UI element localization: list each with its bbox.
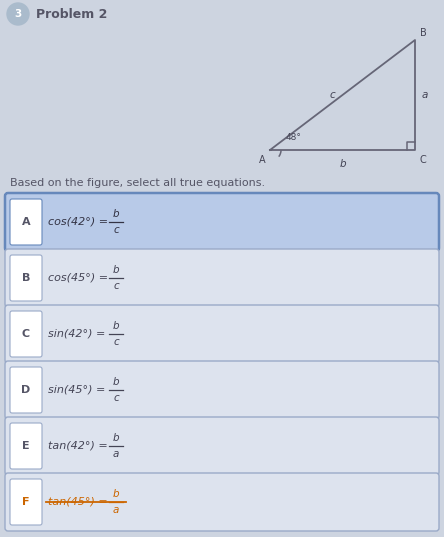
Text: c: c [329,90,335,100]
FancyBboxPatch shape [10,423,42,469]
Text: b: b [113,489,119,499]
Text: F: F [22,497,30,507]
Text: c: c [113,281,119,291]
Text: E: E [22,441,30,451]
Text: C: C [22,329,30,339]
Text: 3: 3 [14,9,22,19]
Text: D: D [21,385,31,395]
Text: B: B [420,28,426,38]
FancyBboxPatch shape [5,249,439,307]
Circle shape [7,3,29,25]
FancyBboxPatch shape [5,473,439,531]
Text: b: b [339,159,346,169]
Text: sin(45°) =: sin(45°) = [48,385,109,395]
Text: b: b [113,433,119,443]
Text: a: a [113,449,119,459]
FancyBboxPatch shape [10,479,42,525]
Text: tan(42°) =: tan(42°) = [48,441,111,451]
Text: a: a [113,505,119,515]
Text: sin(42°) =: sin(42°) = [48,329,109,339]
Text: Problem 2: Problem 2 [36,8,107,20]
Text: 48°: 48° [286,133,302,142]
FancyBboxPatch shape [10,367,42,413]
Text: c: c [113,393,119,403]
FancyBboxPatch shape [10,255,42,301]
Text: tan(45°) =: tan(45°) = [48,497,111,507]
Text: A: A [22,217,30,227]
Text: cos(45°) =: cos(45°) = [48,273,111,283]
Text: C: C [420,155,426,165]
Text: b: b [113,377,119,387]
FancyBboxPatch shape [5,417,439,475]
Text: c: c [113,225,119,235]
Text: b: b [113,265,119,275]
Text: cos(42°) =: cos(42°) = [48,217,111,227]
Text: a: a [422,90,428,100]
Text: A: A [259,155,266,165]
FancyBboxPatch shape [10,199,42,245]
Text: c: c [113,337,119,347]
FancyBboxPatch shape [5,305,439,363]
Text: b: b [113,209,119,219]
Text: Based on the figure, select all true equations.: Based on the figure, select all true equ… [10,178,265,188]
FancyBboxPatch shape [5,193,439,251]
FancyBboxPatch shape [10,311,42,357]
Text: B: B [22,273,30,283]
FancyBboxPatch shape [5,361,439,419]
Text: b: b [113,321,119,331]
